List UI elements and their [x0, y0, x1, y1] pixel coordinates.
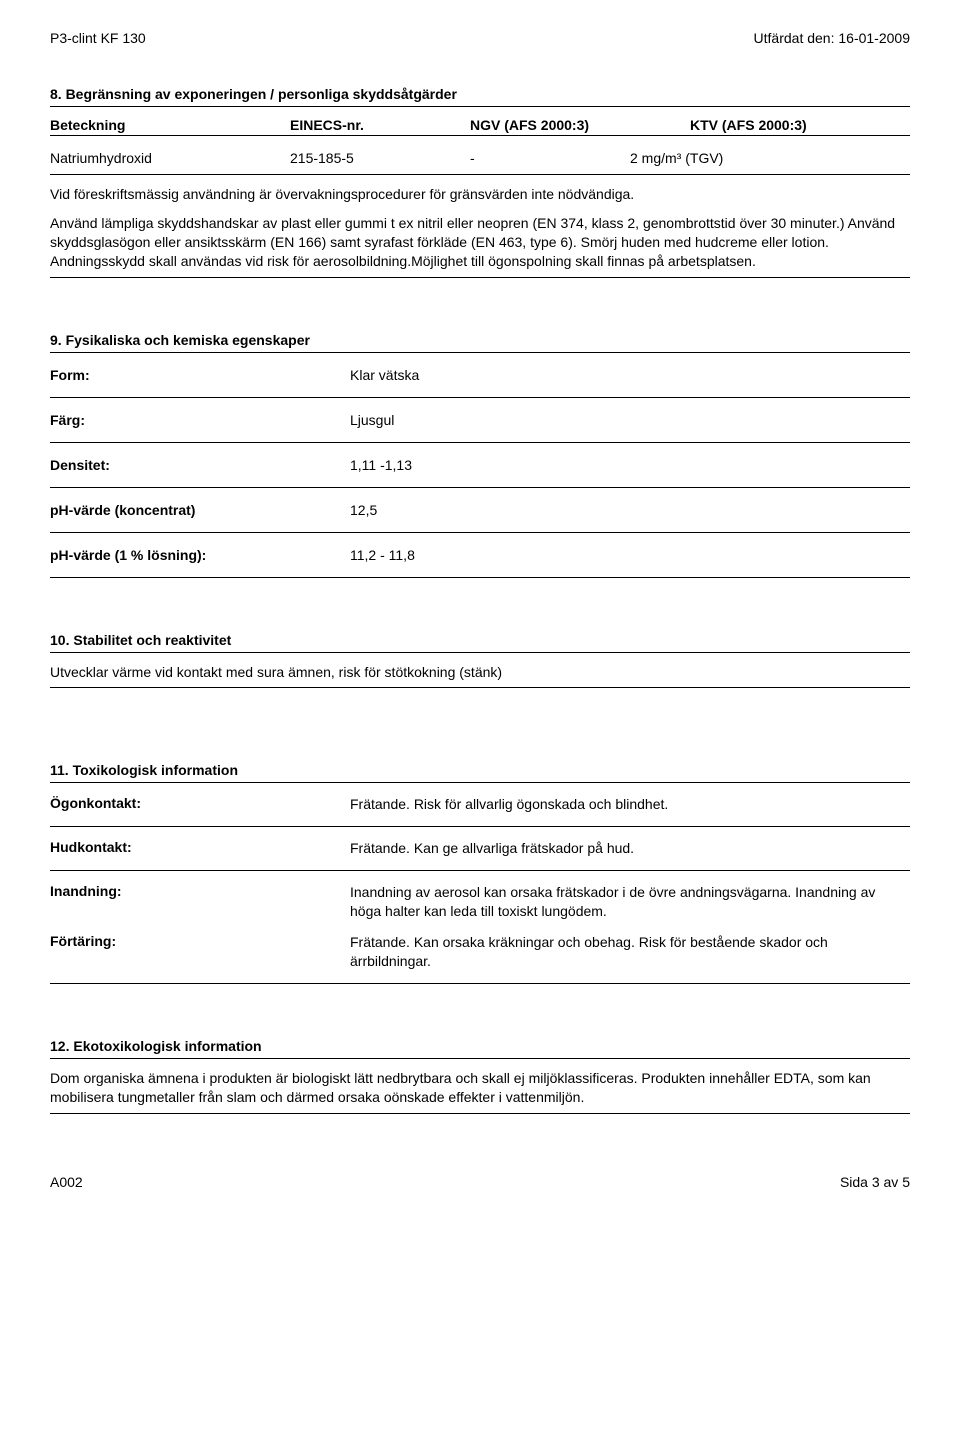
- substance-ktv: 2 mg/m³ (TGV): [630, 150, 830, 166]
- col-beteckning: Beteckning: [50, 117, 230, 133]
- divider: [50, 1058, 910, 1059]
- fortaring-label: Förtäring:: [50, 933, 350, 971]
- col-ktv: KTV (AFS 2000:3): [690, 117, 850, 133]
- prop-form: Form: Klar vätska: [50, 367, 910, 383]
- ph-los-value: 11,2 - 11,8: [350, 547, 910, 563]
- prop-ph-konc: pH-värde (koncentrat) 12,5: [50, 502, 910, 518]
- divider: [50, 983, 910, 984]
- section-8-p1: Vid föreskriftsmässig användning är över…: [50, 185, 910, 204]
- divider: [50, 782, 910, 783]
- hud-label: Hudkontakt:: [50, 839, 350, 858]
- col-ngv: NGV (AFS 2000:3): [470, 117, 630, 133]
- prop-densitet: Densitet: 1,11 -1,13: [50, 457, 910, 473]
- footer-left: A002: [50, 1174, 83, 1190]
- divider: [50, 687, 910, 688]
- divider: [50, 652, 910, 653]
- section-8-p2: Använd lämpliga skyddshandskar av plast …: [50, 214, 910, 271]
- densitet-label: Densitet:: [50, 457, 350, 473]
- header-right: Utfärdat den: 16-01-2009: [754, 30, 910, 46]
- header-left: P3-clint KF 130: [50, 30, 146, 46]
- document-footer: A002 Sida 3 av 5: [50, 1174, 910, 1190]
- divider: [50, 532, 910, 533]
- inandning-value: Inandning av aerosol kan orsaka frätskad…: [350, 883, 910, 921]
- divider: [50, 135, 910, 136]
- substance-ngv: -: [470, 150, 570, 166]
- ph-los-label: pH-värde (1 % lösning):: [50, 547, 350, 563]
- form-value: Klar vätska: [350, 367, 910, 383]
- section-8-title: 8. Begränsning av exponeringen / personl…: [50, 86, 910, 102]
- section-12-title: 12. Ekotoxikologisk information: [50, 1038, 910, 1054]
- divider: [50, 106, 910, 107]
- document-header: P3-clint KF 130 Utfärdat den: 16-01-2009: [50, 30, 910, 46]
- ph-konc-value: 12,5: [350, 502, 910, 518]
- divider: [50, 442, 910, 443]
- col-einecs: EINECS-nr.: [290, 117, 410, 133]
- inandning-label: Inandning:: [50, 883, 350, 921]
- prop-ph-los: pH-värde (1 % lösning): 11,2 - 11,8: [50, 547, 910, 563]
- footer-right: Sida 3 av 5: [840, 1174, 910, 1190]
- divider: [50, 277, 910, 278]
- section-10-text: Utvecklar värme vid kontakt med sura ämn…: [50, 663, 910, 682]
- exposure-data-row: Natriumhydroxid 215-185-5 - 2 mg/m³ (TGV…: [50, 150, 910, 166]
- ph-konc-label: pH-värde (koncentrat): [50, 502, 350, 518]
- substance-name: Natriumhydroxid: [50, 150, 230, 166]
- ogon-value: Frätande. Risk för allvarlig ögonskada o…: [350, 795, 910, 814]
- divider: [50, 1113, 910, 1114]
- tox-inandning: Inandning: Inandning av aerosol kan orsa…: [50, 883, 910, 921]
- section-12-text: Dom organiska ämnena i produkten är biol…: [50, 1069, 910, 1107]
- section-9-title: 9. Fysikaliska och kemiska egenskaper: [50, 332, 910, 348]
- page: P3-clint KF 130 Utfärdat den: 16-01-2009…: [0, 0, 960, 1230]
- fortaring-value: Frätande. Kan orsaka kräkningar och obeh…: [350, 933, 910, 971]
- prop-farg: Färg: Ljusgul: [50, 412, 910, 428]
- section-11-title: 11. Toxikologisk information: [50, 762, 910, 778]
- tox-ogon: Ögonkontakt: Frätande. Risk för allvarli…: [50, 795, 910, 814]
- divider: [50, 577, 910, 578]
- substance-einecs: 215-185-5: [290, 150, 410, 166]
- farg-value: Ljusgul: [350, 412, 910, 428]
- divider: [50, 397, 910, 398]
- divider: [50, 174, 910, 175]
- tox-hud: Hudkontakt: Frätande. Kan ge allvarliga …: [50, 839, 910, 858]
- divider: [50, 826, 910, 827]
- section-10-title: 10. Stabilitet och reaktivitet: [50, 632, 910, 648]
- farg-label: Färg:: [50, 412, 350, 428]
- densitet-value: 1,11 -1,13: [350, 457, 910, 473]
- hud-value: Frätande. Kan ge allvarliga frätskador p…: [350, 839, 910, 858]
- exposure-header-row: Beteckning EINECS-nr. NGV (AFS 2000:3) K…: [50, 117, 910, 133]
- ogon-label: Ögonkontakt:: [50, 795, 350, 814]
- tox-fortaring: Förtäring: Frätande. Kan orsaka kräkning…: [50, 933, 910, 971]
- divider: [50, 352, 910, 353]
- divider: [50, 870, 910, 871]
- divider: [50, 487, 910, 488]
- form-label: Form:: [50, 367, 350, 383]
